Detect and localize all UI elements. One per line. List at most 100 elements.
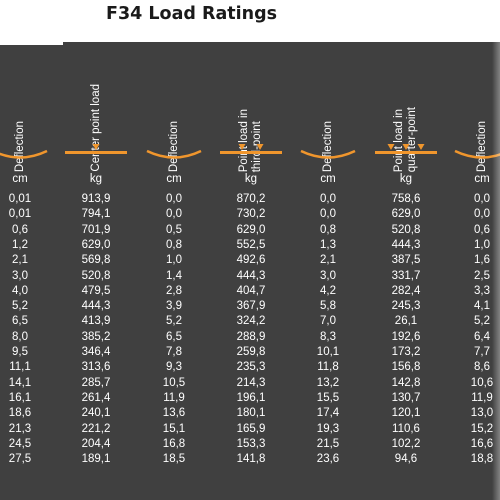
table-cell: 27,5 <box>8 453 32 466</box>
table-cell: 120,1 <box>391 407 421 420</box>
table-cell: 18,8 <box>470 453 494 466</box>
table-cell: 196,1 <box>236 391 266 404</box>
table-cell: 261,4 <box>81 391 111 404</box>
table-cell: 794,1 <box>81 208 111 221</box>
table-cell: 13,2 <box>316 376 340 389</box>
table-cell: 1,2 <box>12 238 28 251</box>
table-cell: 156,8 <box>391 361 421 374</box>
table-cell: 130,7 <box>391 391 421 404</box>
table-cell: 16,1 <box>8 391 32 404</box>
table-cell: 2,5 <box>474 269 490 282</box>
table-cell: 346,4 <box>81 346 111 358</box>
table-cell: 8,6 <box>474 361 490 374</box>
table-cell: 479,5 <box>81 284 111 297</box>
quarter-point-load-icon <box>368 142 444 162</box>
column-unit: kg <box>399 173 413 185</box>
table-cell: 492,6 <box>236 254 266 267</box>
table-cell: 8,0 <box>12 330 28 343</box>
table-cell: 282,4 <box>391 284 421 297</box>
table-cell: 110,6 <box>392 422 420 435</box>
table-cell: 102,2 <box>391 437 421 450</box>
curve-icon <box>290 142 366 162</box>
table-cell: 3,3 <box>474 284 490 297</box>
table-cell: 1,3 <box>320 238 336 251</box>
table-cell: 0,8 <box>166 238 182 251</box>
table-cell: 11,1 <box>9 361 31 374</box>
load-ratings-table: Deflection cm 0,01 0,01 0,6 1,2 2,1 3,0 4,0 5,2 6,… <box>0 42 500 500</box>
table-cell: 6,5 <box>12 315 28 328</box>
table-cell: 629,0 <box>391 208 421 221</box>
table-cell: 0,0 <box>474 193 490 205</box>
table-cell: 913,9 <box>81 193 111 205</box>
table-cell: 520,8 <box>391 223 421 236</box>
table-cell: 0,01 <box>8 208 32 221</box>
table-cell: 235,3 <box>236 361 266 374</box>
table-cell: 94,6 <box>394 453 418 466</box>
table-cell: 189,1 <box>81 453 111 466</box>
table-cell: 14,1 <box>8 376 32 389</box>
column-unit: cm <box>166 173 182 185</box>
table-cell: 288,9 <box>236 330 266 343</box>
table-cell: 221,2 <box>81 422 111 435</box>
table-cell: 0,0 <box>320 208 336 221</box>
table-cell: 214,3 <box>236 376 266 389</box>
column-unit: kg <box>89 173 103 185</box>
column-unit: cm <box>474 173 490 185</box>
table-cell: 16,6 <box>470 437 494 450</box>
table-cell: 629,0 <box>236 223 266 236</box>
table-cell: 1,0 <box>166 254 182 267</box>
table-cell: 7,7 <box>474 346 490 358</box>
table-cell: 520,8 <box>81 269 111 282</box>
table-cell: 629,0 <box>81 238 111 251</box>
table-cell: 2,1 <box>320 254 336 267</box>
third-point-load-icon <box>213 142 289 162</box>
table-cell: 404,7 <box>236 284 266 297</box>
table-cell: 6,5 <box>166 330 182 343</box>
table-cell: 26,1 <box>394 315 418 328</box>
table-cell: 6,4 <box>474 330 490 343</box>
table-cell: 23,6 <box>316 453 340 466</box>
curve-icon <box>444 142 500 162</box>
table-cell: 387,5 <box>391 254 421 267</box>
table-cell: 18,6 <box>8 407 32 420</box>
table-cell: 240,1 <box>81 407 111 420</box>
table-cell: 11,9 <box>471 391 493 404</box>
table-cell: 4,0 <box>12 284 28 297</box>
table-cell: 5,2 <box>474 315 490 328</box>
table-cell: 0,5 <box>166 223 182 236</box>
table-cell: 9,5 <box>12 346 28 358</box>
table-cell: 16,8 <box>162 437 186 450</box>
column-unit: cm <box>12 173 28 185</box>
table-cell: 0,0 <box>474 208 490 221</box>
table-cell: 2,8 <box>166 284 182 297</box>
column-unit: cm <box>320 173 336 185</box>
table-cell: 444,3 <box>236 269 266 282</box>
table-cell: 552,5 <box>236 238 266 251</box>
table-cell: 324,2 <box>236 315 266 328</box>
table-cell: 8,3 <box>320 330 336 343</box>
table-cell: 0,6 <box>12 223 28 236</box>
table-cell: 758,6 <box>391 193 421 205</box>
curve-icon <box>136 142 212 162</box>
table-cell: 413,9 <box>81 315 111 328</box>
table-cell: 142,8 <box>391 376 421 389</box>
table-cell: 5,2 <box>12 300 28 313</box>
table-cell: 17,4 <box>316 407 340 420</box>
table-cell: 5,8 <box>320 300 336 313</box>
table-cell: 0,0 <box>166 193 182 205</box>
panel-notch <box>0 42 63 45</box>
table-cell: 19,3 <box>316 422 340 435</box>
table-cell: 173,2 <box>391 346 421 358</box>
table-cell: 15,2 <box>470 422 494 435</box>
table-cell: 285,7 <box>81 376 111 389</box>
right-edge-fade <box>492 42 500 500</box>
table-cell: 153,3 <box>236 437 266 450</box>
table-cell: 7,0 <box>320 315 336 328</box>
table-cell: 870,2 <box>236 193 266 205</box>
table-cell: 192,6 <box>391 330 421 343</box>
table-cell: 444,3 <box>81 300 111 313</box>
table-cell: 21,3 <box>8 422 32 435</box>
table-cell: 141,8 <box>236 453 266 466</box>
table-cell: 3,9 <box>166 300 182 313</box>
table-cell: 24,5 <box>8 437 32 450</box>
